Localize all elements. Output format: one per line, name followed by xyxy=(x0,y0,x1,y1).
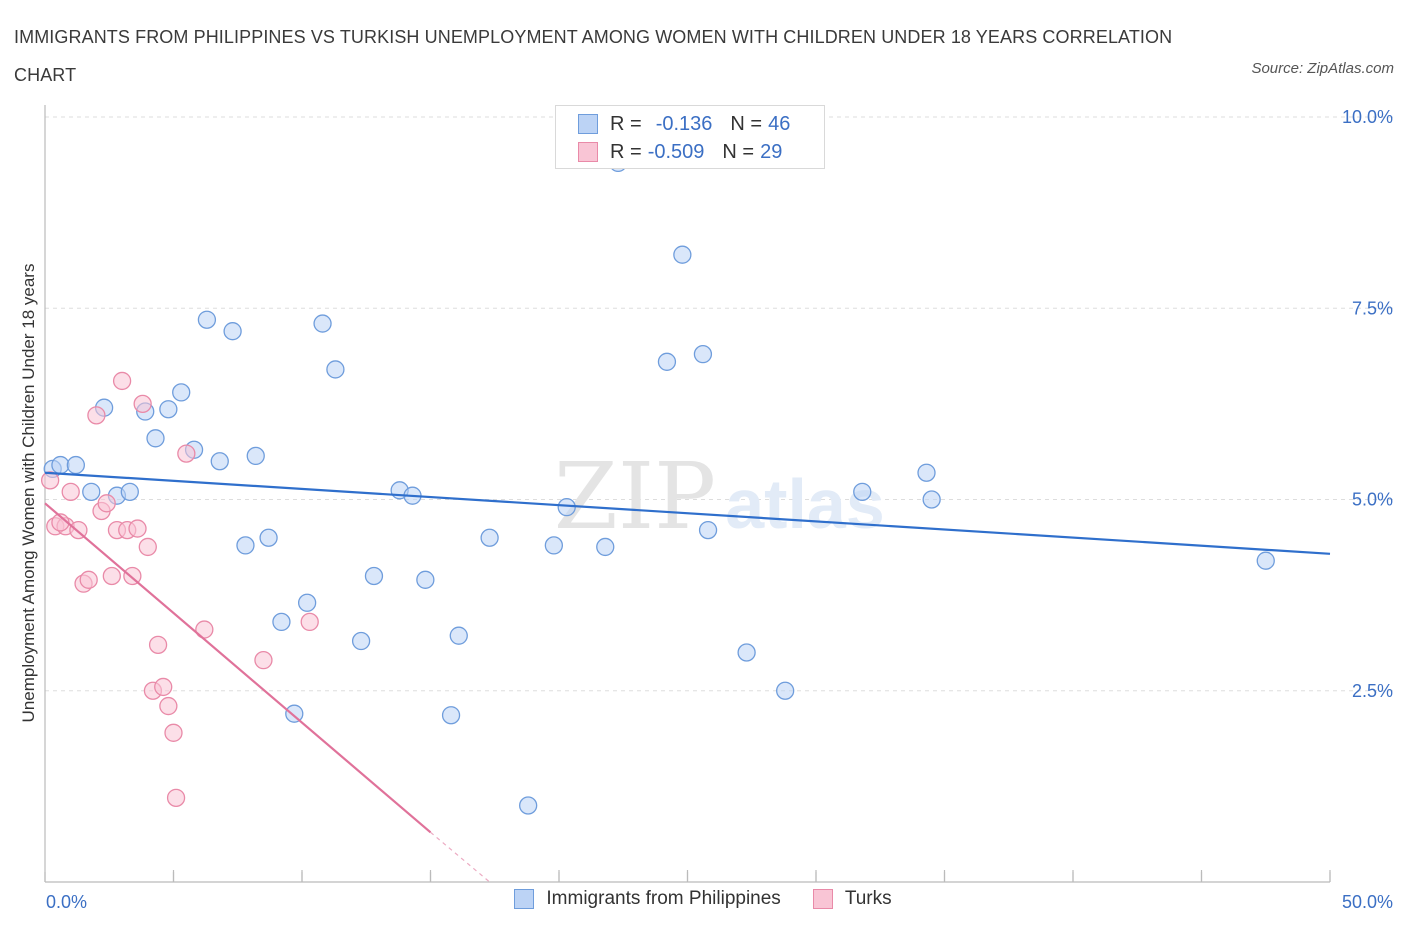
philippines-point xyxy=(657,352,677,371)
y-tick-label: 5.0% xyxy=(1352,490,1393,510)
legend-r-value: -0.509 xyxy=(647,140,705,163)
philippines-point xyxy=(596,537,615,557)
legend-item-philippines: Immigrants from Philippines xyxy=(514,888,781,910)
turks-point xyxy=(40,471,60,490)
philippines-point xyxy=(544,536,564,555)
philippines-point xyxy=(922,490,941,509)
trend-line-turks xyxy=(44,502,432,834)
philippines-point xyxy=(313,314,332,333)
philippines-point xyxy=(351,631,371,651)
stats-legend-row-turks: R = -0.509 N = 29 xyxy=(578,139,782,165)
turks-point xyxy=(133,394,152,414)
stats-legend-row-philippines: R = -0.136 N = 46 xyxy=(578,111,790,137)
legend-n-value: 29 xyxy=(760,140,783,163)
philippines-point xyxy=(416,570,435,589)
legend-r-label: R = xyxy=(610,112,642,135)
philippines-point xyxy=(737,643,756,662)
legend-n-label: N = xyxy=(730,112,763,135)
philippines-point xyxy=(236,536,255,555)
philippines-point xyxy=(172,383,191,402)
turks-point xyxy=(138,537,157,557)
philippines-point xyxy=(364,566,384,586)
legend-r-value: -0.136 xyxy=(655,112,713,135)
philippines-point xyxy=(519,796,538,815)
philippines-point xyxy=(297,593,317,612)
trend-lines xyxy=(44,471,1331,883)
philippines-point xyxy=(210,452,229,471)
axes xyxy=(44,105,1331,883)
philippines-point xyxy=(326,360,345,379)
x-tick-label-min: 0.0% xyxy=(46,892,87,912)
x-tick-label-max: 50.0% xyxy=(1342,892,1393,912)
turks-point xyxy=(159,696,178,716)
turks-point xyxy=(164,723,183,742)
turks-point xyxy=(166,788,186,807)
stats-legend: R = -0.136 N = 46 R = -0.509 N = 29 xyxy=(555,105,825,169)
turks-point xyxy=(177,444,196,463)
source-label: Source: ZipAtlas.com xyxy=(1251,60,1394,77)
philippines-point xyxy=(441,706,461,725)
legend-label-turks: Turks xyxy=(844,888,892,909)
chart-title: IMMIGRANTS FROM PHILIPPINES VS TURKISH U… xyxy=(14,27,1173,85)
turks-point xyxy=(61,482,80,502)
legend-n-label: N = xyxy=(722,140,755,163)
watermark-atlas: atlas xyxy=(725,465,885,543)
watermark: ZIP atlas xyxy=(554,443,885,550)
philippines-point xyxy=(146,429,165,448)
philippines-point xyxy=(673,245,692,264)
axis-ticks: 2.5% 5.0% 7.5% 10.0% xyxy=(1342,107,1393,701)
philippines-point xyxy=(223,322,242,341)
y-tick-label: 2.5% xyxy=(1352,681,1393,701)
philippines-point xyxy=(557,497,576,517)
y-tick-label: 10.0% xyxy=(1342,107,1393,127)
legend-swatch-philippines xyxy=(578,114,598,134)
philippines-point xyxy=(449,626,468,645)
philippines-point xyxy=(159,400,178,419)
grid-lines xyxy=(45,116,1395,692)
series-philippines xyxy=(43,153,1275,815)
philippines-point xyxy=(82,482,101,502)
legend-item-turks: Turks xyxy=(812,888,892,910)
philippines-point xyxy=(698,520,718,540)
turks-point xyxy=(254,651,273,670)
turks-point xyxy=(154,677,173,697)
legend-swatch-turks xyxy=(812,889,833,909)
turks-point xyxy=(128,519,147,538)
philippines-point xyxy=(66,455,85,475)
philippines-point xyxy=(776,681,795,700)
turks-point xyxy=(87,406,106,425)
series-turks xyxy=(40,371,319,807)
philippines-point xyxy=(1256,551,1275,570)
philippines-point xyxy=(246,446,265,466)
turks-point xyxy=(112,371,132,391)
legend-n-value: 46 xyxy=(768,112,791,135)
y-axis-label: Unemployment Among Women with Children U… xyxy=(19,264,38,723)
philippines-point xyxy=(197,310,217,329)
philippines-point xyxy=(259,528,278,547)
philippines-point xyxy=(285,704,304,723)
philippines-point xyxy=(51,455,70,475)
legend-label-philippines: Immigrants from Philippines xyxy=(546,888,781,909)
philippines-point xyxy=(120,482,139,502)
philippines-point xyxy=(917,463,936,482)
trend-line-turks-extension xyxy=(430,831,490,883)
philippines-point xyxy=(853,482,872,502)
series-legend: Immigrants from Philippines Turks xyxy=(0,888,1406,910)
turks-point xyxy=(97,494,116,513)
philippines-point xyxy=(480,528,499,547)
watermark-zip: ZIP xyxy=(554,443,716,550)
turks-point xyxy=(148,635,168,654)
legend-swatch-turks xyxy=(578,142,598,162)
philippines-point xyxy=(272,612,291,632)
turks-point xyxy=(102,566,121,586)
turks-point xyxy=(300,612,319,632)
philippines-point xyxy=(693,344,713,364)
turks-point xyxy=(79,570,98,589)
y-tick-label: 7.5% xyxy=(1352,298,1393,318)
legend-r-label: R = xyxy=(610,140,642,163)
trend-line-philippines xyxy=(44,471,1331,555)
legend-swatch-philippines xyxy=(514,889,535,909)
